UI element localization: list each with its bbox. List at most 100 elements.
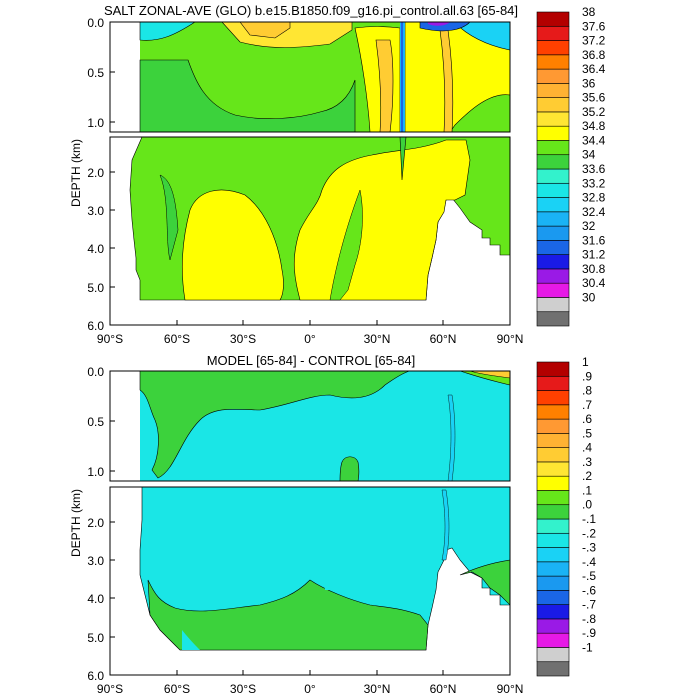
x-axis-ticks: 90°S 60°S 30°S 0° 30°N 60°N 90°N bbox=[97, 670, 523, 696]
y-axis-label: DEPTH (km) bbox=[69, 489, 83, 557]
colorbar-label: 34.4 bbox=[582, 133, 606, 147]
upper-frame bbox=[109, 21, 511, 133]
colorbar-swatch bbox=[536, 168, 570, 184]
field-region bbox=[139, 371, 411, 479]
field-region bbox=[322, 487, 340, 590]
colorbar-swatch bbox=[536, 447, 570, 463]
colorbar-label: .6 bbox=[582, 412, 592, 426]
colorbar-label: 30.4 bbox=[582, 276, 606, 290]
field-region bbox=[329, 189, 363, 301]
chart-title: MODEL [65-84] - CONTROL [65-84] bbox=[207, 353, 416, 368]
colorbar-swatch bbox=[536, 532, 570, 548]
colorbar: 3837.637.236.836.43635.635.234.834.43433… bbox=[536, 5, 606, 327]
difference-panel: MODEL [65-84] - CONTROL [65-84] 0.0 0 bbox=[69, 353, 596, 696]
colorbar-label: 34 bbox=[582, 148, 596, 162]
colorbar-label: .3 bbox=[582, 455, 592, 469]
colorbar-swatch bbox=[536, 254, 570, 270]
upper-section bbox=[110, 22, 510, 132]
upper-section bbox=[110, 371, 510, 481]
lower-section bbox=[110, 487, 510, 675]
salinity-panel: SALT ZONAL-AVE (GLO) b.e15.B1850.f09_g16… bbox=[69, 3, 606, 346]
colorbar-label: 37.6 bbox=[582, 19, 606, 33]
field-region bbox=[182, 630, 200, 650]
colorbar-swatch bbox=[536, 518, 570, 534]
upper-frame bbox=[109, 370, 511, 482]
field-region bbox=[469, 371, 510, 379]
colorbar-label: 30.8 bbox=[582, 262, 606, 276]
colorbar-swatch bbox=[536, 390, 570, 406]
field-region bbox=[401, 22, 403, 132]
colorbar-swatch bbox=[536, 11, 570, 27]
colorbar-swatch bbox=[536, 561, 570, 577]
colorbar-label: 36.8 bbox=[582, 48, 606, 62]
field-region bbox=[439, 29, 454, 132]
colorbar-swatch bbox=[536, 282, 570, 298]
colorbar-label: -.3 bbox=[582, 541, 596, 555]
colorbar-swatch bbox=[536, 97, 570, 113]
field-region bbox=[159, 174, 179, 261]
field-region bbox=[139, 59, 356, 132]
field-region bbox=[459, 559, 510, 606]
x-tick-label: 30°S bbox=[230, 682, 256, 696]
y-tick-label: 1.0 bbox=[87, 116, 104, 130]
y-tick-label: 4.0 bbox=[87, 592, 104, 606]
colorbar-swatch bbox=[536, 647, 570, 663]
field-region bbox=[441, 489, 450, 561]
colorbar-label: -.1 bbox=[582, 512, 596, 526]
colorbar-swatch bbox=[536, 490, 570, 506]
field-region bbox=[447, 394, 456, 481]
y-tick-label: 5.0 bbox=[87, 281, 104, 295]
colorbar-label: 32 bbox=[582, 219, 596, 233]
colorbar-swatch bbox=[536, 40, 570, 56]
colorbar-swatch bbox=[536, 504, 570, 520]
x-tick-label: 60°N bbox=[430, 332, 457, 346]
colorbar-label: -.7 bbox=[582, 598, 596, 612]
x-tick-label: 30°N bbox=[364, 682, 391, 696]
colorbar-label: -.6 bbox=[582, 583, 596, 597]
y-axis-ticks: 0.0 0.5 1.0 2.0 3.0 4.0 5.0 6.0 bbox=[87, 365, 115, 683]
colorbar-label: 30 bbox=[582, 290, 596, 304]
colorbar-swatch bbox=[536, 618, 570, 634]
y-tick-label: 6.0 bbox=[87, 319, 104, 333]
y-tick-label: 0.0 bbox=[87, 365, 104, 379]
colorbar-swatch bbox=[536, 475, 570, 491]
colorbar-swatch bbox=[536, 197, 570, 213]
y-tick-label: 3.0 bbox=[87, 204, 104, 218]
lower-section bbox=[110, 137, 510, 325]
colorbar-label: -.4 bbox=[582, 555, 596, 569]
y-tick-label: 4.0 bbox=[87, 242, 104, 256]
colorbar-label: 37.2 bbox=[582, 34, 606, 48]
x-tick-label: 90°S bbox=[97, 332, 123, 346]
x-tick-label: 90°N bbox=[497, 332, 524, 346]
colorbar-label: 31.6 bbox=[582, 233, 606, 247]
colorbar-label: 38 bbox=[582, 5, 596, 19]
colorbar-label: -1 bbox=[582, 640, 593, 654]
field-region bbox=[428, 22, 450, 26]
field-region bbox=[399, 137, 407, 181]
colorbar-label: .5 bbox=[582, 426, 592, 440]
colorbar-label: -.5 bbox=[582, 569, 596, 583]
field-region bbox=[181, 189, 284, 301]
colorbar-swatch bbox=[536, 297, 570, 313]
colorbar-label: .8 bbox=[582, 384, 592, 398]
colorbar-label: 33.6 bbox=[582, 162, 606, 176]
colorbar-swatch bbox=[536, 311, 570, 327]
y-tick-label: 1.0 bbox=[87, 465, 104, 479]
field-region bbox=[375, 39, 394, 132]
colorbar-label: 32.8 bbox=[582, 191, 606, 205]
field-region bbox=[339, 456, 360, 481]
y-tick-label: 6.0 bbox=[87, 669, 104, 683]
x-tick-label: 90°N bbox=[497, 682, 524, 696]
x-tick-label: 60°N bbox=[430, 682, 457, 696]
x-tick-label: 0° bbox=[304, 332, 316, 346]
colorbar-swatch bbox=[536, 433, 570, 448]
chart-title: SALT ZONAL-AVE (GLO) b.e15.B1850.f09_g16… bbox=[104, 3, 518, 18]
field-region bbox=[147, 579, 429, 651]
colorbar-label: -.9 bbox=[582, 626, 596, 640]
y-tick-label: 5.0 bbox=[87, 631, 104, 645]
y-tick-label: 2.0 bbox=[87, 166, 104, 180]
colorbar-swatch bbox=[536, 268, 570, 284]
colorbar-swatch bbox=[536, 604, 570, 620]
y-axis-ticks: 0.0 0.5 1.0 2.0 3.0 4.0 5.0 6.0 bbox=[87, 16, 115, 333]
colorbar-swatch bbox=[536, 375, 570, 391]
